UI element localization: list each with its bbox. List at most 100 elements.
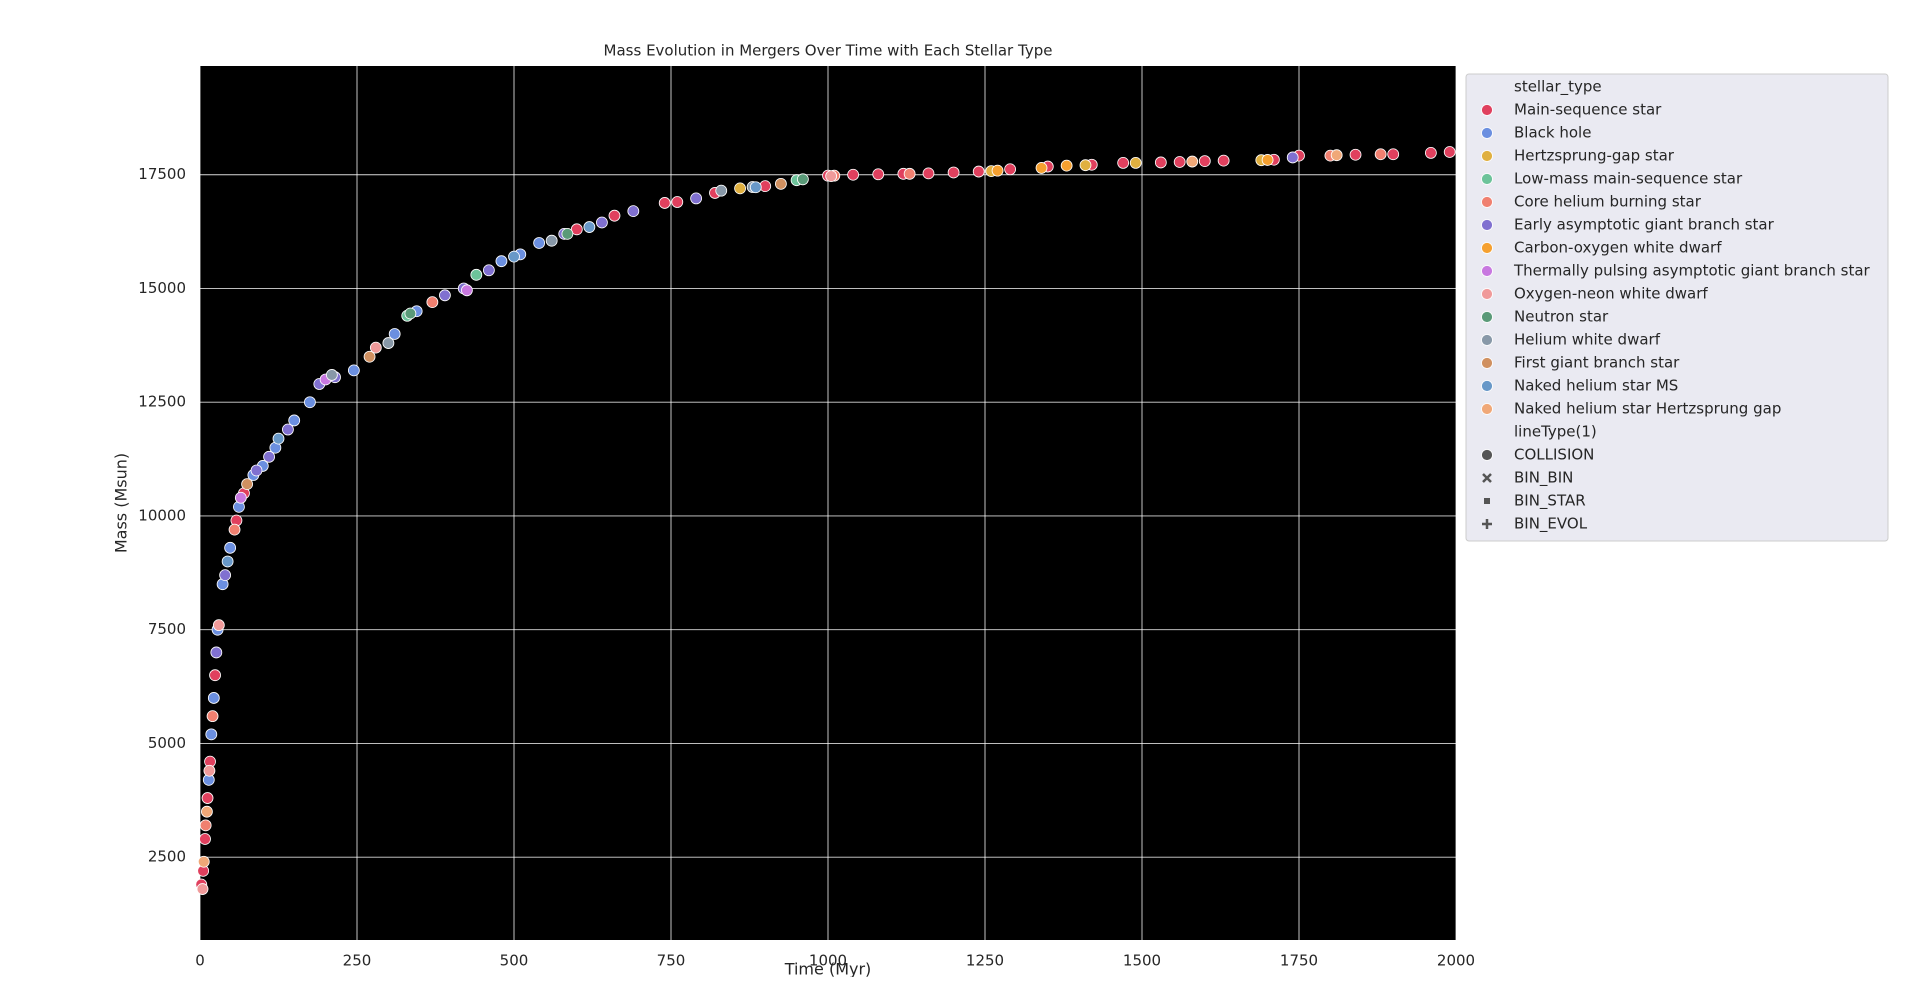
x-tick-label: 500 <box>500 952 529 970</box>
y-tick-label: 12500 <box>138 393 186 411</box>
data-point <box>224 541 237 554</box>
data-point <box>847 168 860 181</box>
data-point <box>1186 155 1199 168</box>
legend-label: BIN_STAR <box>1514 492 1586 511</box>
data-point <box>363 350 376 363</box>
x-tick-label: 0 <box>195 952 205 970</box>
data-point <box>715 184 728 197</box>
data-point <box>199 819 212 832</box>
y-tick-label: 10000 <box>138 506 186 524</box>
legend-marker <box>1481 311 1493 323</box>
data-point <box>1129 157 1142 169</box>
data-point <box>1154 156 1167 169</box>
legend-marker <box>1481 104 1493 116</box>
legend-label: Low-mass main-sequence star <box>1514 170 1743 188</box>
legend-marker <box>1481 127 1493 139</box>
data-point <box>533 237 546 249</box>
legend-marker <box>1481 334 1493 346</box>
data-point <box>796 173 809 186</box>
data-point <box>922 167 935 180</box>
legend-marker <box>1481 242 1493 254</box>
data-point <box>426 296 439 309</box>
data-point <box>734 182 746 195</box>
data-point <box>690 192 703 205</box>
y-tick-label: 7500 <box>148 620 186 638</box>
legend-label: Oxygen-neon white dwarf <box>1514 285 1708 303</box>
legend-label: First giant branch star <box>1514 354 1680 372</box>
legend-marker <box>1481 403 1493 415</box>
legend-label: Helium white dwarf <box>1514 331 1661 349</box>
x-tick-label: 2000 <box>1437 952 1475 970</box>
data-point <box>205 728 218 741</box>
data-point <box>1217 154 1230 167</box>
data-point <box>263 450 275 463</box>
data-point <box>482 264 495 277</box>
data-point <box>570 223 583 236</box>
data-point <box>272 432 285 445</box>
data-point <box>596 216 608 229</box>
x-tick-label: 1000 <box>809 952 847 970</box>
data-point <box>212 619 225 632</box>
legend-marker <box>1482 519 1492 529</box>
y-tick-label: 5000 <box>148 734 186 752</box>
data-point <box>199 833 211 845</box>
data-point <box>197 855 210 868</box>
x-axis-label: Time (Myr) <box>784 960 872 978</box>
legend-marker <box>1481 219 1493 231</box>
data-point <box>561 227 574 240</box>
data-point <box>1330 149 1343 162</box>
y-tick-label: 2500 <box>148 848 186 866</box>
legend-label: Naked helium star MS <box>1514 377 1678 395</box>
y-axis-label: Mass (Msun) <box>112 453 131 553</box>
legend-label: Carbon-oxygen white dwarf <box>1514 239 1722 257</box>
data-point <box>825 170 838 183</box>
x-tick-label: 1250 <box>966 952 1004 970</box>
data-point <box>250 464 263 477</box>
x-tick-label: 1500 <box>1123 952 1161 970</box>
legend-marker <box>1481 196 1493 208</box>
data-point <box>972 165 985 178</box>
data-point <box>325 369 338 381</box>
legend-label: Core helium burning star <box>1514 193 1702 211</box>
data-point <box>303 396 316 409</box>
data-point <box>1060 159 1073 172</box>
data-point <box>219 569 232 582</box>
data-point <box>1117 157 1130 169</box>
legend-marker <box>1481 173 1493 185</box>
legend-label: COLLISION <box>1514 446 1594 464</box>
data-point <box>228 523 241 536</box>
y-tick-label: 15000 <box>138 279 186 297</box>
data-point <box>872 168 885 181</box>
data-point <box>545 234 558 247</box>
x-tick-label: 250 <box>343 952 372 970</box>
data-point <box>775 177 787 190</box>
data-point <box>1035 162 1048 174</box>
chart-title: Mass Evolution in Mergers Over Time with… <box>604 42 1053 60</box>
data-point <box>1443 146 1456 158</box>
legend-label: Early asymptotic giant branch star <box>1514 216 1775 234</box>
data-point <box>347 364 360 377</box>
data-point <box>196 883 209 895</box>
data-point <box>608 209 621 222</box>
data-point <box>206 710 219 723</box>
legend-label: Black hole <box>1514 124 1591 142</box>
data-point <box>495 255 508 268</box>
legend-marker <box>1481 357 1493 369</box>
data-point <box>201 805 213 818</box>
legend <box>1465 73 1889 542</box>
data-point <box>1079 159 1092 172</box>
legend-marker <box>1481 265 1493 277</box>
data-point <box>369 341 382 354</box>
data-point <box>947 166 960 179</box>
data-point <box>209 669 221 682</box>
data-point <box>903 167 916 180</box>
data-point <box>583 221 596 233</box>
data-point <box>627 205 640 218</box>
data-point <box>210 646 223 659</box>
data-point <box>404 307 417 320</box>
legend-label: BIN_EVOL <box>1514 515 1588 534</box>
data-point <box>671 196 684 208</box>
data-point <box>439 289 451 302</box>
legend-label: Neutron star <box>1514 308 1609 326</box>
